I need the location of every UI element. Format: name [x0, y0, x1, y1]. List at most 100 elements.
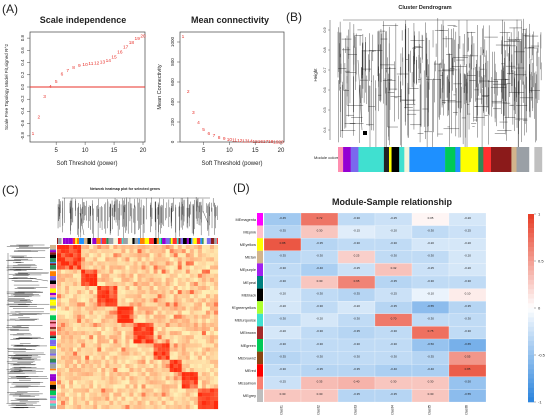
- heatmap-cell: [121, 339, 126, 344]
- heatmap-cell: [149, 306, 154, 311]
- heatmap-cell: [129, 339, 134, 344]
- mean-point: 7: [213, 133, 216, 139]
- heatmap-cell: [189, 322, 194, 328]
- heatmap-cell: [173, 339, 178, 344]
- heatmap-cell: [193, 339, 198, 344]
- heatmap-cell: [153, 318, 158, 323]
- heatmap-cell: [129, 335, 134, 340]
- heatmap-cell: [165, 253, 170, 258]
- heatmap-cell: [205, 327, 211, 332]
- heatmap-cell: [213, 363, 219, 369]
- heatmap-cell: [133, 281, 138, 287]
- heatmap-cell: [61, 331, 66, 336]
- heatmap-cell: [133, 331, 138, 336]
- correlation-value: -0.50: [427, 342, 434, 346]
- heatmap-cell: [125, 392, 130, 397]
- heatmap-cell: [125, 273, 130, 278]
- heatmap-cell: [81, 318, 86, 323]
- heatmap-cell: [113, 335, 118, 340]
- top-color-cell: [108, 238, 114, 244]
- correlation-value: -0.30: [353, 216, 360, 220]
- heatmap-cell: [77, 396, 82, 401]
- left-color-cell: [50, 368, 56, 371]
- top-color-cell: [100, 238, 103, 244]
- heatmap-cell: [69, 257, 74, 262]
- heatmap-cell: [65, 388, 70, 393]
- heatmap-cell: [145, 372, 150, 377]
- heatmap-cell: [185, 396, 190, 401]
- heatmap-cell: [173, 261, 178, 266]
- correlation-value: -0.20: [464, 266, 471, 270]
- heatmap-cell: [69, 318, 74, 323]
- heatmap-cell: [125, 343, 130, 348]
- heatmap-cell: [161, 335, 166, 340]
- heatmap-cell: [197, 314, 202, 319]
- heatmap-cell: [145, 265, 150, 270]
- heatmap-cell: [77, 355, 82, 360]
- heatmap-cell: [153, 359, 158, 364]
- heatmap-cell: [97, 392, 102, 397]
- heatmap-cell: [101, 322, 106, 328]
- module-color-segment: [455, 147, 461, 172]
- scale-ytick-label: -0.4: [20, 107, 25, 115]
- heatmap-cell: [125, 368, 130, 373]
- heatmap-cell: [161, 265, 166, 270]
- heatmap-cell: [73, 339, 78, 344]
- heatmap-cell: [205, 359, 211, 364]
- heatmap-cell: [81, 277, 86, 282]
- heatmap-cell: [61, 294, 66, 299]
- heatmap-cell: [61, 351, 66, 356]
- heatmap-cell: [133, 253, 138, 258]
- heatmap-cell: [89, 261, 94, 266]
- correlation-value: -0.30: [464, 317, 471, 321]
- heatmap-cell: [205, 404, 211, 410]
- heatmap-cell: [145, 281, 150, 287]
- heatmap-cell: [141, 294, 146, 299]
- heatmap-cell: [109, 322, 114, 328]
- mean-plot-frame: [179, 31, 285, 143]
- heatmap-cell: [109, 269, 114, 274]
- heatmap-cell: [161, 290, 166, 295]
- heatmap-cell: [209, 404, 215, 410]
- heatmap-cell: [133, 376, 138, 381]
- heatmap-cell: [149, 339, 154, 344]
- heatmap-cell: [201, 306, 207, 311]
- correlation-value: 0.75: [428, 329, 434, 333]
- scale-gradient-step: [528, 293, 534, 299]
- left-color-cell: [50, 395, 56, 397]
- heatmap-cell: [57, 368, 62, 373]
- heatmap-cell: [129, 245, 134, 250]
- heatmap-cell: [205, 347, 211, 352]
- heatmap-cell: [77, 294, 82, 299]
- heatmap-cell: [113, 298, 118, 303]
- heatmap-cell: [113, 310, 118, 315]
- mean-xtick-label: 15: [252, 148, 259, 154]
- heatmap-cell: [73, 273, 78, 278]
- tom-heatmap: [57, 245, 219, 410]
- scale-gradient-step: [528, 373, 534, 379]
- panel-b-label: (B): [286, 10, 302, 24]
- mean-point: 16: [258, 139, 264, 145]
- heatmap-cell: [181, 306, 186, 311]
- heatmap-cell: [65, 400, 70, 405]
- heatmap-cell: [205, 281, 211, 287]
- heatmap-cell: [193, 376, 198, 381]
- heatmap-cell: [209, 245, 215, 250]
- mean-point: 15: [253, 139, 259, 145]
- scale-tick-label: -1: [538, 400, 542, 405]
- heatmap-cell: [153, 314, 158, 319]
- correlation-value: 0.35: [317, 380, 323, 384]
- mean-ylabel: Mean Connectivity: [157, 64, 163, 109]
- heatmap-cell: [209, 306, 215, 311]
- heatmap-cell: [101, 368, 106, 373]
- heatmap-cell: [145, 294, 150, 299]
- heatmap-cell: [77, 400, 82, 405]
- heatmap-cell: [129, 347, 134, 352]
- heatmap-cell: [101, 253, 106, 258]
- top-color-cell: [216, 238, 218, 244]
- dendrogram-ytick-label: 0.6: [323, 87, 327, 92]
- heatmap-cell: [157, 343, 162, 348]
- heatmap-cell: [101, 318, 106, 323]
- heatmap-cell: [121, 327, 126, 332]
- heatmap-cell: [181, 363, 186, 369]
